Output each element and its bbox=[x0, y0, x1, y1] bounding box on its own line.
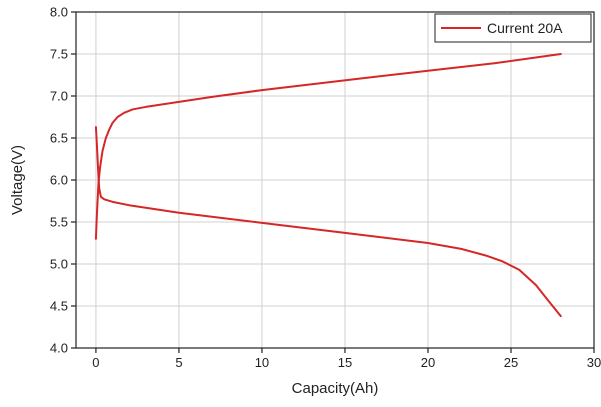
y-tick-label: 7.0 bbox=[50, 89, 68, 104]
y-tick-label: 5.5 bbox=[50, 215, 68, 230]
ticks: 0 5 10 15 20 25 30 4.0 4.5 5.0 5.5 6.0 6.5 7.0 7.5 8.0 bbox=[50, 5, 601, 371]
y-tick-label: 4.0 bbox=[50, 341, 68, 356]
y-tick-label: 5.0 bbox=[50, 257, 68, 272]
legend-label-current-20a: Current 20A bbox=[487, 20, 563, 36]
y-tick-label: 6.0 bbox=[50, 173, 68, 188]
y-tick-label: 7.5 bbox=[50, 47, 68, 62]
y-tick-label: 8.0 bbox=[50, 5, 68, 20]
x-tick-label: 15 bbox=[338, 355, 352, 370]
y-tick-label: 4.5 bbox=[50, 299, 68, 314]
x-tick-label: 5 bbox=[175, 355, 182, 370]
series-line-discharge bbox=[94, 126, 562, 318]
x-tick-label: 10 bbox=[255, 355, 269, 370]
x-tick-label: 30 bbox=[587, 355, 601, 370]
legend: Current 20A bbox=[434, 13, 592, 43]
x-axis-title: Capacity(Ah) bbox=[292, 380, 379, 397]
x-tick-label: 25 bbox=[504, 355, 518, 370]
x-tick-label: 0 bbox=[92, 355, 99, 370]
y-tick-label: 6.5 bbox=[50, 131, 68, 146]
x-tick-label: 20 bbox=[421, 355, 435, 370]
curves bbox=[94, 53, 562, 318]
grid bbox=[76, 11, 595, 349]
y-axis-title: Voltage(V) bbox=[9, 145, 26, 215]
